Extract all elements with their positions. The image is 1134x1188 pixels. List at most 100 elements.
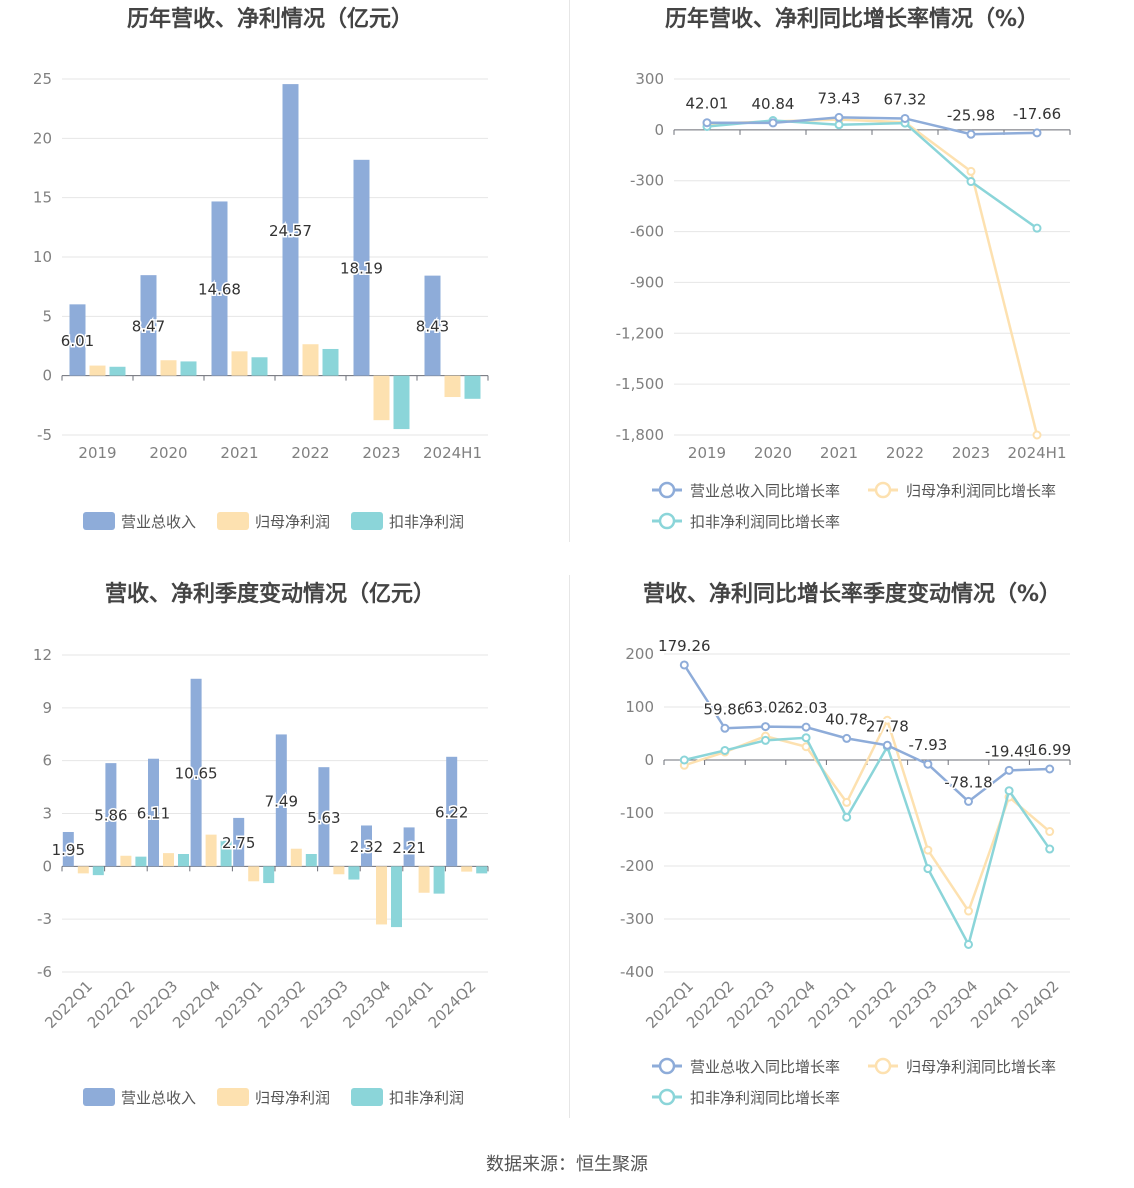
y-tick-label: -1,500 [616,375,664,393]
y-tick-label: 0 [42,367,52,385]
series-line-net-profit [706,118,1039,436]
legend-marker [658,1088,676,1106]
bar-deducted-profit [305,854,317,867]
revenue-data-label: 2.75 [222,834,255,852]
legend-swatch [351,512,383,530]
growth-data-label: -19.49 [985,742,1033,760]
bar-net-profit [160,360,177,376]
series-point [964,939,973,949]
series-point [842,733,852,743]
growth-data-label: 67.32 [884,90,927,108]
vertical-divider-bottom [569,575,570,1118]
legend-label: 归母净利润同比增长率 [906,482,1056,500]
x-tick-label: 2020 [149,444,187,462]
bar-deducted-profit [391,866,402,928]
series-point [801,733,811,743]
revenue-data-label: 6.01 [61,332,94,350]
bar-revenue [233,817,245,867]
revenue-data-label: 5.86 [94,807,127,825]
growth-data-label: 179.26 [658,637,711,655]
growth-data-label: -17.66 [1013,105,1061,123]
series-point [720,745,730,755]
bar-deducted-profit [464,375,481,399]
bar-revenue [275,734,287,867]
revenue-data-label: 18.19 [340,260,383,278]
legend-marker [658,1057,676,1075]
bar-deducted-profit [220,840,232,867]
bar-deducted-profit [348,866,360,880]
series-point [1032,430,1042,440]
series-point [1032,128,1042,138]
revenue-data-label: 5.63 [307,809,340,827]
bar-deducted-profit [263,866,275,884]
bar-revenue [105,763,117,867]
legend-marker [874,481,892,499]
series-point [923,759,933,769]
y-tick-label: -3 [37,910,52,928]
revenue-data-label: 10.65 [175,765,218,783]
y-tick-label: 100 [625,698,654,716]
revenue-data-label: 7.49 [265,792,298,810]
series-point [720,723,730,733]
x-tick-label: 2022 [886,444,924,462]
x-tick-label: 2023 [362,444,400,462]
y-tick-label: 3 [42,805,52,823]
y-tick-label: 0 [654,121,664,139]
growth-data-label: 40.78 [825,710,868,728]
y-tick-label: -5 [37,426,52,444]
revenue-data-label: 8.43 [416,318,449,336]
chart-title: 历年营收、净利情况（亿元） [127,6,413,32]
bar-deducted-profit [251,357,268,376]
bar-deducted-profit [178,854,189,867]
y-tick-label: 0 [644,751,654,769]
y-tick-label: -6 [37,963,52,981]
revenue-data-label: 2.32 [350,838,383,856]
series-point [1032,223,1042,233]
legend-label: 扣非净利润同比增长率 [690,1089,840,1107]
annual-revenue-profit-chart: 历年营收、净利情况（亿元） -5 0 5 10 15 20 25 2019 2020 2021 202… [33,6,489,531]
bar-net-profit [373,375,390,421]
series-line-revenue [683,664,1050,804]
x-tick-label: 2022 [291,444,329,462]
y-tick-label: -100 [620,804,654,822]
legend-marker [658,512,676,530]
y-tick-label: -600 [630,223,664,241]
growth-data-label: 63.02 [744,699,787,717]
bar-net-profit [376,866,387,925]
revenue-data-label: 6.11 [137,805,170,823]
growth-data-label: 59.86 [703,700,746,718]
legend-label: 归母净利润 [255,1089,330,1107]
bar-revenue [148,758,159,867]
series-line-revenue [706,116,1038,136]
bar-deducted-profit [393,375,410,430]
series-point [842,797,852,807]
vertical-divider-top [569,0,570,542]
bar-revenue [403,827,415,867]
revenue-data-label: 8.47 [132,317,165,335]
series-point [964,796,973,806]
x-tick-label: 2019 [688,444,726,462]
series-line-net-profit [683,716,1051,914]
legend-swatch [217,1088,249,1106]
x-tick-label: 2020 [754,444,792,462]
x-tick-label: 2019 [78,444,116,462]
bar-deducted-profit [433,866,445,894]
y-tick-label: -1,800 [616,426,664,444]
bar-net-profit [302,344,319,376]
bar-revenue [62,831,74,867]
growth-data-label: -25.98 [947,106,995,124]
growth-data-label: 16.99 [1028,741,1071,759]
series-point [679,755,689,765]
growth-data-label: 62.03 [785,699,828,717]
series-point [882,715,892,725]
series-point [1045,764,1055,774]
y-tick-label: 10 [33,248,52,266]
bar-revenue [140,275,157,376]
bar-net-profit [120,855,132,867]
bar-deducted-profit [92,866,104,876]
x-tick-label: 2024Q2 [425,977,480,1032]
bar-revenue [190,678,202,867]
x-tick-label: 2021 [220,444,258,462]
bar-net-profit [248,866,260,882]
